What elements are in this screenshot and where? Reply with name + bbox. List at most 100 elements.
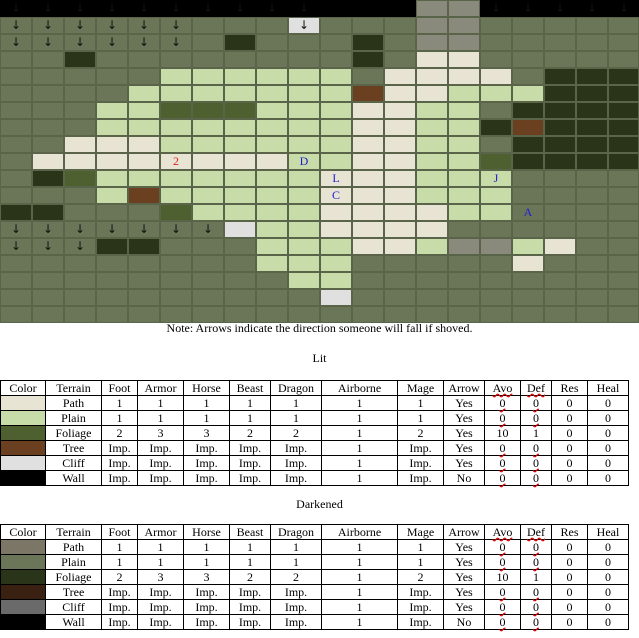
map-tile <box>384 136 416 153</box>
table-cell: 1 <box>183 395 230 411</box>
table-cell: 2 <box>101 569 138 585</box>
map-tile <box>256 306 288 323</box>
map-tile <box>288 221 320 238</box>
table-cell: 2 <box>101 425 138 441</box>
table-row: Plain 1 1 1 1 1 1 1 Yes 0 0 0 0 <box>0 410 629 426</box>
map-tile <box>448 0 480 17</box>
table-cell: 1 <box>321 539 398 555</box>
map-tile <box>480 0 512 17</box>
map-tile <box>64 17 96 34</box>
map-tile <box>288 68 320 85</box>
table-cell: 0 <box>551 599 588 615</box>
table-row: Foliage 2 3 3 2 2 1 2 Yes 10 1 0 0 <box>0 425 629 441</box>
table-cell: 1 <box>101 395 138 411</box>
map-tile <box>32 187 64 204</box>
table-cell: 0 <box>551 440 588 456</box>
map-tile <box>320 0 352 17</box>
color-swatch <box>0 410 46 426</box>
table-header: Arrow <box>443 380 485 396</box>
table-cell: 1 <box>183 539 230 555</box>
map-tile <box>320 119 352 136</box>
map-tile <box>160 289 192 306</box>
map-tile <box>128 289 160 306</box>
map-tile <box>192 153 224 170</box>
map-tile <box>224 153 256 170</box>
map-tile <box>608 102 639 119</box>
table-row: Wall Imp. Imp. Imp. Imp. Imp. 1 Imp. No 0 0 0 0 <box>0 470 629 486</box>
map-tile <box>544 204 576 221</box>
table-header: Avo <box>484 524 521 540</box>
map-tile <box>320 289 352 306</box>
table-cell: Yes <box>443 599 485 615</box>
map-tile <box>480 221 512 238</box>
map-tile <box>96 187 128 204</box>
table-cell: 1 <box>321 455 398 471</box>
map-tile <box>416 0 448 17</box>
map-tile <box>544 272 576 289</box>
map-tile <box>480 51 512 68</box>
map-tile <box>448 221 480 238</box>
map-tile <box>192 85 224 102</box>
map-tile <box>576 51 608 68</box>
map-tile <box>448 102 480 119</box>
table-cell: 2 <box>270 569 322 585</box>
map-tile <box>416 255 448 272</box>
map-tile <box>192 119 224 136</box>
map-tile <box>160 170 192 187</box>
map-tile <box>480 306 512 323</box>
map-tile <box>160 17 192 34</box>
table-cell: 1 <box>321 470 398 486</box>
map-tile <box>352 0 384 17</box>
map-tile <box>384 51 416 68</box>
map-tile <box>256 34 288 51</box>
map-tile <box>576 85 608 102</box>
map-tile <box>96 102 128 119</box>
shove-arrow-icon: ↓ <box>74 1 86 15</box>
table-cell: Imp. <box>229 599 271 615</box>
table-cell: 0 <box>587 614 629 630</box>
unit-label: J <box>493 171 499 185</box>
map-tile <box>352 34 384 51</box>
map-tile <box>512 102 544 119</box>
shove-arrow-icon: ↓ <box>74 222 86 236</box>
map-tile <box>64 119 96 136</box>
map-tile <box>320 102 352 119</box>
map-tile <box>64 136 96 153</box>
map-tile <box>32 0 64 17</box>
map-tile <box>96 0 128 17</box>
table-cell: 1 <box>101 410 138 426</box>
table-cell: 0 <box>587 584 629 600</box>
map-tile <box>224 238 256 255</box>
map-tile <box>96 289 128 306</box>
map-tile <box>0 136 32 153</box>
map-tile <box>480 136 512 153</box>
table-header: Armor <box>137 380 184 396</box>
map-tile <box>160 68 192 85</box>
map-tile <box>288 34 320 51</box>
shove-arrow-icon: ↓ <box>42 1 54 15</box>
table-cell: Imp. <box>397 470 444 486</box>
map-tile <box>0 289 32 306</box>
table-cell: 3 <box>183 425 230 441</box>
map-tile <box>64 238 96 255</box>
table-cell: 0 <box>587 554 629 570</box>
map-tile <box>192 187 224 204</box>
shove-arrow-icon: ↓ <box>586 1 598 15</box>
map-tile <box>128 187 160 204</box>
map-tile <box>96 119 128 136</box>
table-header: Heal <box>587 524 629 540</box>
map-tile <box>384 255 416 272</box>
shove-arrow-icon: ↓ <box>106 1 118 15</box>
map-tile <box>384 289 416 306</box>
map-tile <box>512 306 544 323</box>
map-tile <box>32 17 64 34</box>
map-tile <box>288 306 320 323</box>
map-tile <box>448 153 480 170</box>
table-header: Armor <box>137 524 184 540</box>
map-tile <box>448 238 480 255</box>
map-tile <box>192 238 224 255</box>
map-tile <box>96 221 128 238</box>
table-cell: Imp. <box>229 470 271 486</box>
map-tile <box>576 306 608 323</box>
table-cell: 0 <box>520 395 552 411</box>
